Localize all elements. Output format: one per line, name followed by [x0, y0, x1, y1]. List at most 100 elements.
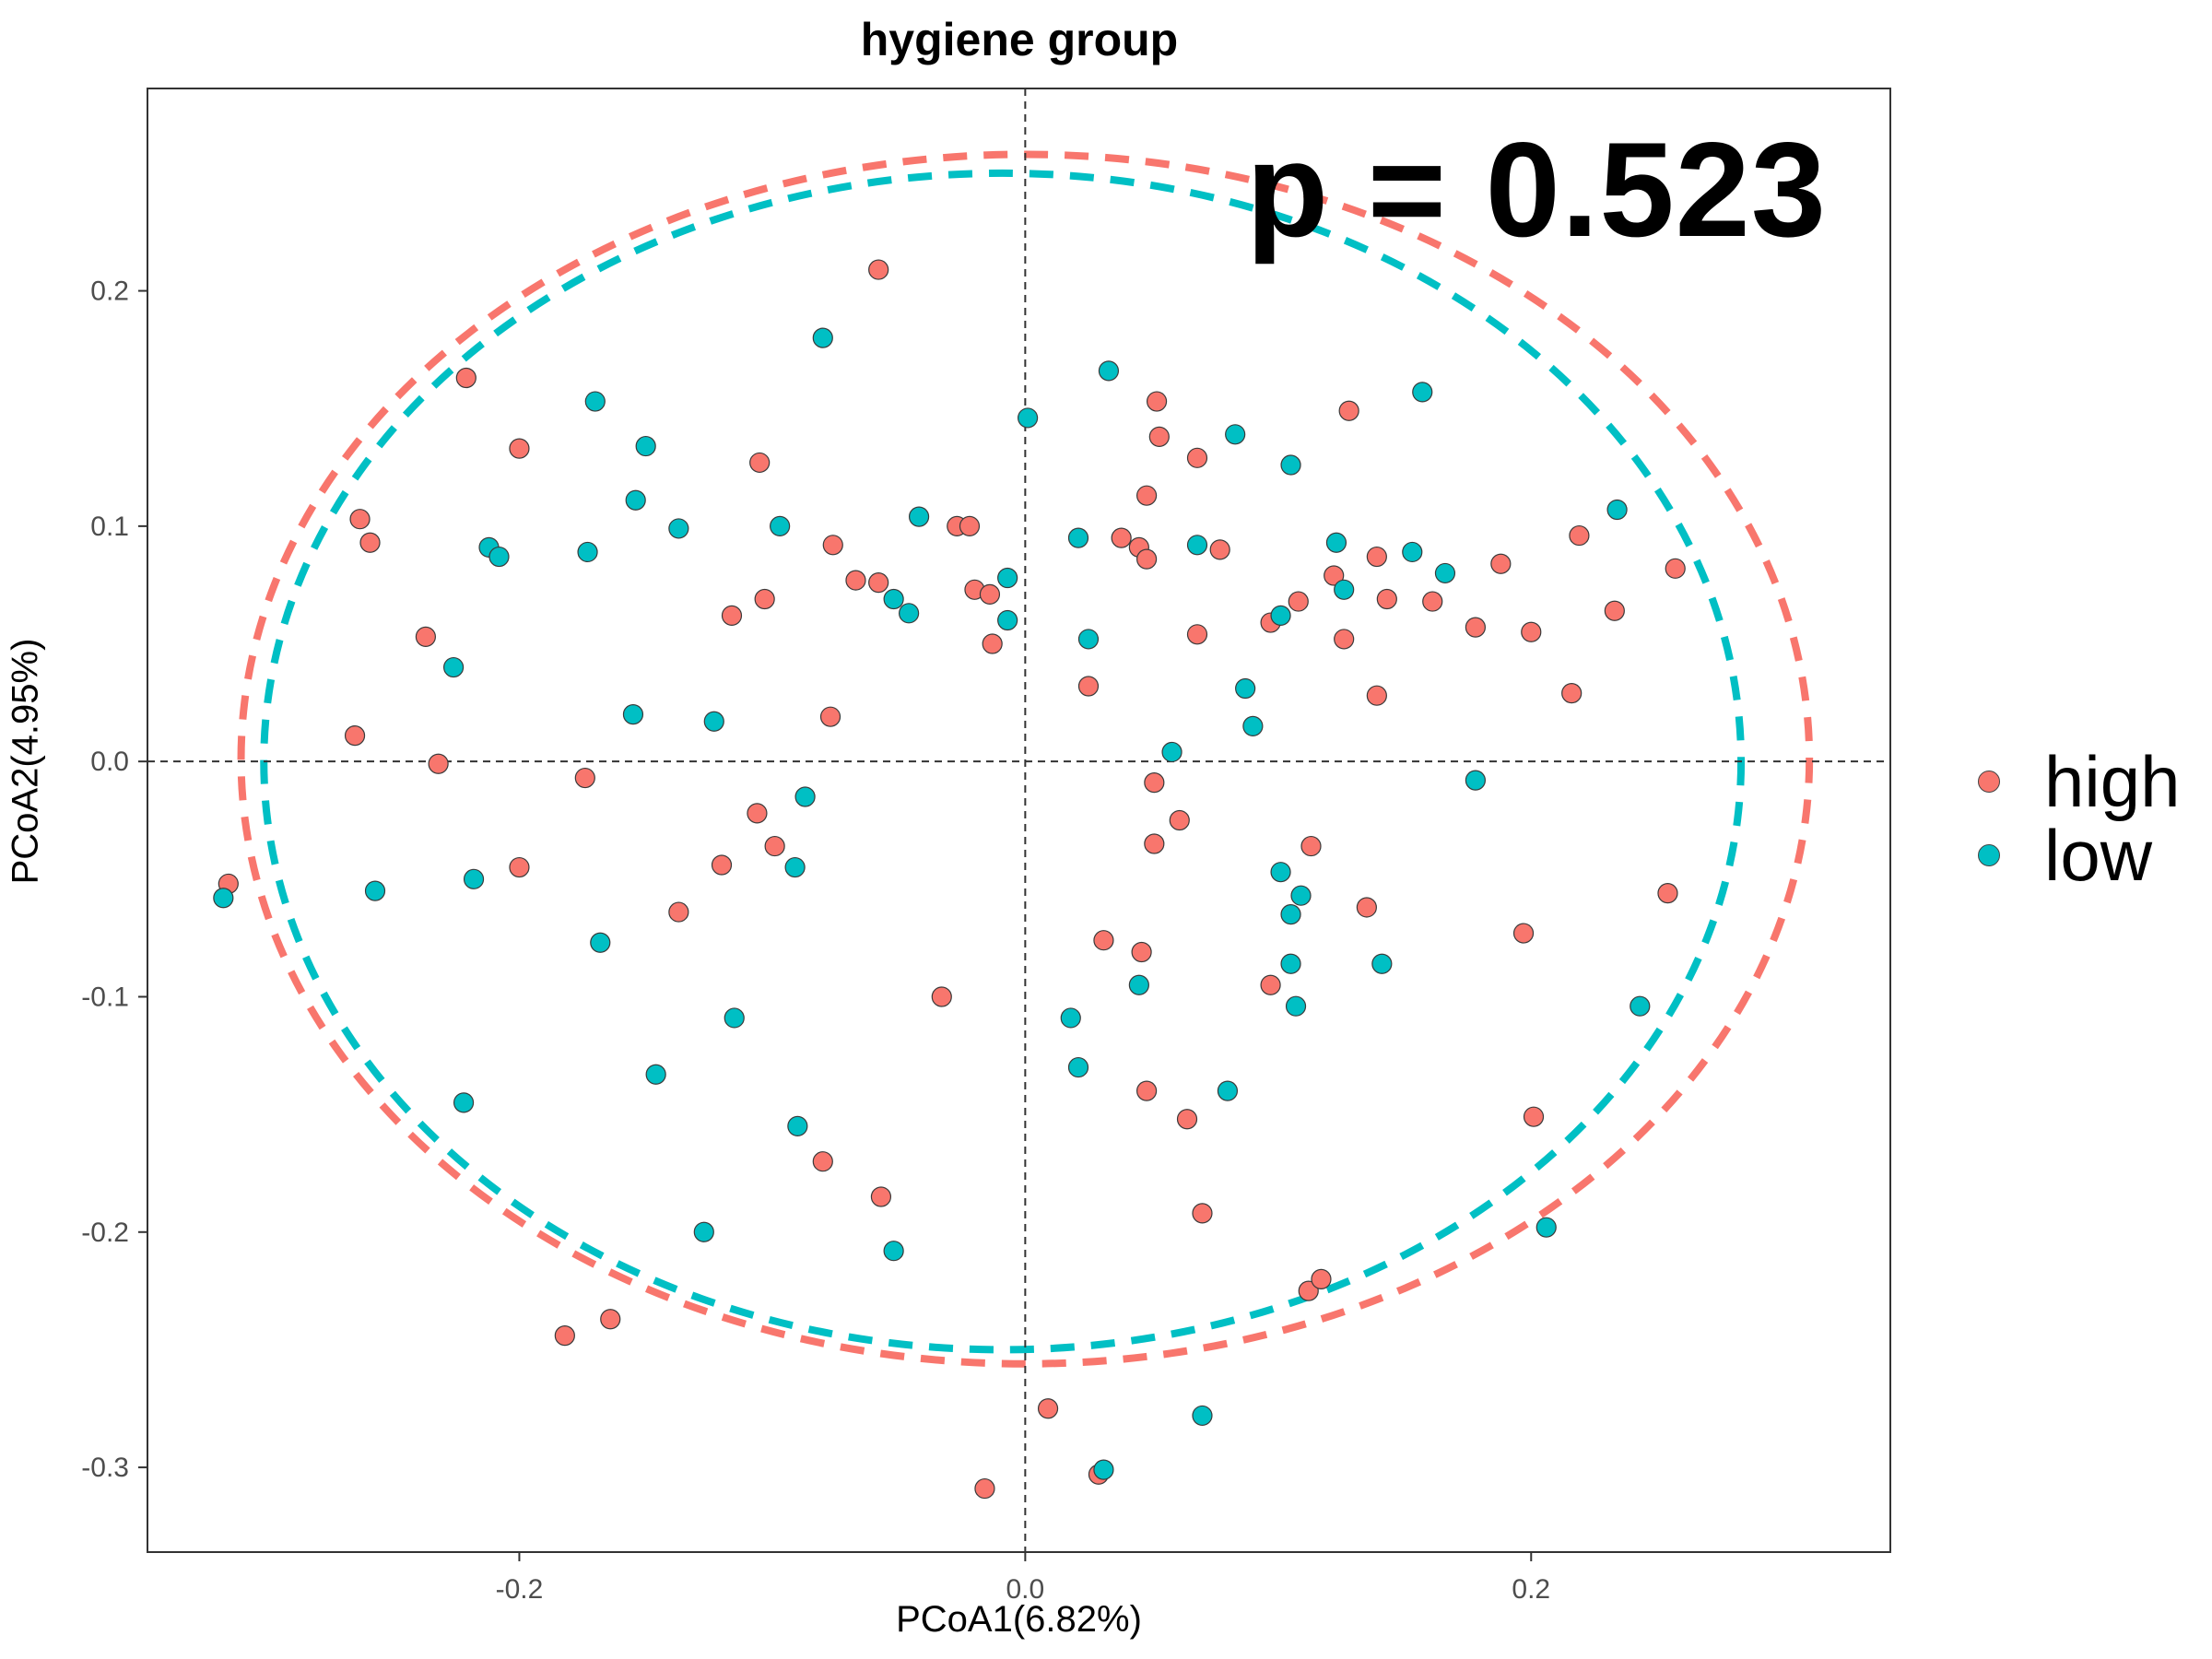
- legend-item-high: high: [1963, 745, 2180, 818]
- point-low: [1334, 579, 1355, 600]
- point-high: [1037, 1398, 1059, 1419]
- point-high: [1490, 553, 1512, 574]
- point-high: [1561, 683, 1583, 704]
- point-high: [711, 854, 733, 876]
- point-high: [931, 986, 952, 1007]
- point-high: [554, 1325, 575, 1347]
- point-high: [1604, 600, 1625, 621]
- x-tick-label: 0.0: [1006, 1574, 1045, 1605]
- point-low: [1192, 1405, 1213, 1427]
- point-low: [812, 327, 833, 348]
- plot-panel-border: [147, 88, 1891, 1553]
- point-high: [845, 570, 866, 591]
- point-high: [668, 901, 689, 923]
- point-high: [1169, 809, 1190, 831]
- point-low: [1242, 715, 1264, 736]
- point-high: [509, 856, 530, 878]
- point-low: [997, 567, 1018, 589]
- point-low: [1280, 454, 1301, 476]
- point-low: [635, 435, 656, 457]
- point-high: [1148, 426, 1170, 447]
- point-low: [1235, 677, 1256, 700]
- point-high: [1093, 930, 1114, 951]
- point-low: [1217, 1080, 1239, 1101]
- chart-title: hygiene group: [860, 14, 1179, 65]
- point-high: [764, 835, 785, 857]
- point-high: [749, 452, 771, 474]
- point-low: [453, 1092, 475, 1113]
- point-low: [1093, 1459, 1114, 1480]
- point-high: [1366, 685, 1387, 706]
- point-low: [1067, 1056, 1089, 1078]
- point-high: [721, 605, 743, 626]
- point-high: [868, 259, 889, 280]
- point-low: [1270, 862, 1291, 883]
- y-tick-label: 0.0: [90, 747, 129, 777]
- point-high: [822, 535, 843, 556]
- point-high: [1144, 833, 1165, 854]
- point-low: [1067, 527, 1089, 548]
- point-low: [1098, 360, 1120, 382]
- point-high: [974, 1477, 995, 1500]
- point-low: [213, 888, 234, 909]
- legend-label-low: low: [2044, 815, 2153, 896]
- point-low: [1270, 605, 1291, 626]
- point-low: [693, 1221, 714, 1242]
- point-low: [899, 603, 920, 624]
- point-high: [359, 532, 381, 553]
- point-low: [724, 1007, 745, 1029]
- point-low: [1465, 770, 1486, 791]
- point-low: [1280, 953, 1301, 974]
- point-high: [1146, 391, 1168, 412]
- point-high: [1465, 617, 1486, 638]
- x-tick-label: -0.2: [496, 1574, 544, 1605]
- point-low: [997, 609, 1018, 631]
- x-axis: -0.2 0.0 0.2: [496, 1552, 1550, 1605]
- legend-item-low: low: [1963, 818, 2180, 892]
- point-high: [812, 1151, 833, 1172]
- point-low: [787, 1115, 808, 1136]
- point-low: [584, 391, 606, 412]
- point-high: [415, 626, 437, 647]
- y-axis: -0.3 -0.2 -0.1 0.0 0.1 0.2: [81, 276, 147, 1483]
- data-points: [213, 259, 1686, 1500]
- point-low: [1290, 885, 1312, 906]
- point-high: [754, 588, 775, 610]
- point-high: [1356, 897, 1377, 918]
- point-high: [1288, 591, 1309, 612]
- point-high: [979, 583, 1001, 606]
- point-low: [463, 868, 485, 889]
- point-low: [577, 541, 598, 563]
- point-high: [1077, 676, 1100, 697]
- point-low: [1060, 1007, 1081, 1029]
- point-low: [1225, 424, 1246, 445]
- legend: high low: [1963, 745, 2180, 892]
- point-high: [1665, 558, 1686, 579]
- point-low: [1434, 562, 1456, 584]
- legend-label-high: high: [2044, 741, 2181, 822]
- p-value-annotation: p = 0.523: [1246, 114, 1827, 265]
- point-low: [1077, 629, 1100, 650]
- point-low: [1412, 382, 1433, 403]
- y-tick-label: -0.2: [81, 1218, 129, 1248]
- point-high: [819, 706, 841, 727]
- point-low: [1161, 741, 1182, 763]
- point-low: [645, 1064, 666, 1085]
- point-high: [349, 509, 371, 530]
- legend-key-high: [1978, 771, 2000, 793]
- reference-lines: [147, 88, 1890, 1552]
- point-high: [455, 367, 477, 389]
- point-high: [1512, 923, 1535, 944]
- point-high: [574, 767, 595, 789]
- y-tick-label: 0.1: [90, 512, 129, 542]
- point-low: [1285, 995, 1307, 1017]
- point-high: [870, 1186, 892, 1207]
- point-high: [1144, 772, 1165, 794]
- point-low: [883, 588, 904, 610]
- point-high: [1131, 941, 1152, 963]
- legend-key-low: [1978, 844, 2000, 866]
- point-low: [703, 711, 724, 732]
- point-high: [1176, 1109, 1198, 1130]
- point-high: [868, 572, 889, 594]
- point-high: [1136, 485, 1158, 506]
